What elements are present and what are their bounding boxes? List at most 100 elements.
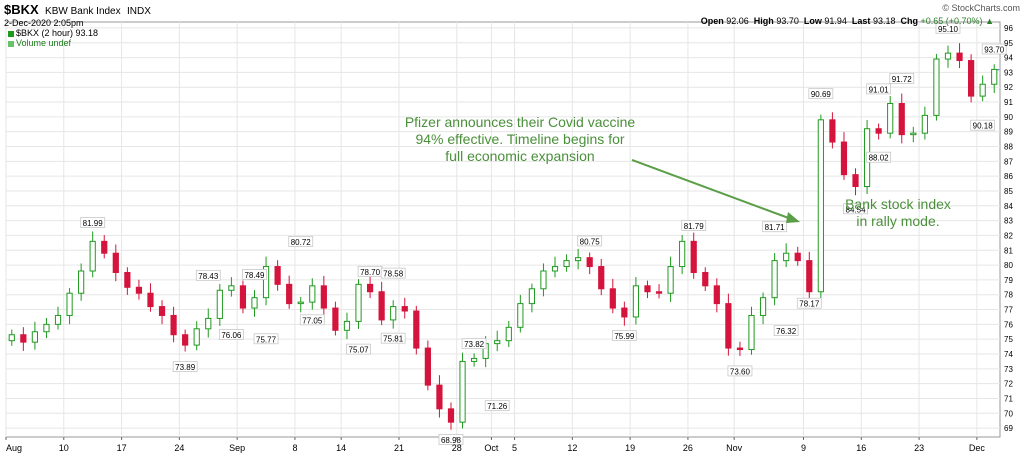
pivot-label: 90.18 <box>970 119 996 131</box>
x-tick-label: Oct <box>484 443 499 453</box>
pivot-label-text: 75.77 <box>256 335 277 344</box>
pivot-label-box <box>172 361 198 373</box>
annotation-line: full economic expansion <box>445 148 595 164</box>
candle <box>921 106 928 140</box>
y-tick-label: 73 <box>1004 365 1013 374</box>
candle <box>494 330 501 352</box>
pivot-label-text: 80.75 <box>580 237 601 246</box>
candle <box>216 283 223 326</box>
candle <box>840 132 848 180</box>
index-name: KBW Bank Index <box>45 6 121 17</box>
pivot-label: 81.79 <box>681 220 707 231</box>
candle <box>320 275 327 315</box>
candle-body <box>31 331 38 343</box>
annotation-rally: Bank stock index in rally mode. <box>838 196 958 230</box>
legend-volume: Volume undef <box>8 38 71 48</box>
candle <box>910 126 917 143</box>
x-tick-label: 14 <box>336 443 346 453</box>
symbol: $BKX <box>4 2 39 17</box>
y-tick-label: 81 <box>1004 246 1013 255</box>
pivot-label: 80.72 <box>288 235 314 247</box>
y-tick-label: 70 <box>1004 409 1013 418</box>
pivot-label-box <box>843 203 868 215</box>
pivot-label-text: 81.79 <box>684 222 705 231</box>
candle-body <box>124 271 131 288</box>
x-tick-label: 26 <box>683 443 693 453</box>
candle <box>968 54 975 103</box>
y-tick-label: 92 <box>1004 83 1013 92</box>
candle-body <box>332 307 339 331</box>
pivot-label-text: 75.99 <box>614 332 635 341</box>
candle-body <box>968 60 975 97</box>
candle-body <box>112 252 119 273</box>
candle <box>655 284 663 299</box>
candle <box>644 280 651 299</box>
candle-body <box>471 357 478 362</box>
candle <box>205 308 212 338</box>
candle-body <box>494 340 501 345</box>
candle <box>471 353 478 367</box>
candle-body <box>609 288 616 309</box>
x-tick-label: 5 <box>512 443 517 453</box>
candle <box>898 93 905 144</box>
pivot-label: 71.26 <box>484 400 510 411</box>
candle-body <box>135 286 143 294</box>
candle-body <box>43 323 50 333</box>
candle-body <box>274 266 281 285</box>
candle-body <box>586 257 593 268</box>
candle-body <box>193 328 200 346</box>
candle <box>505 320 512 348</box>
axis-layer: 6970717273747576777879808182838485868788… <box>5 24 1013 453</box>
pivot-label-text: 78.58 <box>383 270 404 279</box>
pivot-label-text: 73.60 <box>730 367 751 376</box>
candle <box>170 306 177 343</box>
arrow-head-icon <box>786 212 800 223</box>
pivot-label-text: 91.72 <box>892 75 913 84</box>
pivot-label: 75.99 <box>611 330 637 341</box>
candle-body <box>528 288 535 305</box>
candle-body <box>956 52 963 62</box>
pivot-label-text: 80.72 <box>291 238 312 247</box>
candle <box>598 258 605 296</box>
candle <box>528 283 535 313</box>
x-tick-label: 8 <box>292 443 297 453</box>
pivot-label: 78.43 <box>195 269 221 281</box>
candle <box>89 231 96 278</box>
candle-body <box>702 271 709 287</box>
y-tick-label: 82 <box>1004 231 1013 240</box>
candle <box>274 260 281 291</box>
pivot-label: 95.10 <box>935 22 961 34</box>
y-tick-label: 77 <box>1004 306 1013 315</box>
annotation-line: Bank stock index <box>845 196 951 212</box>
annotation-line: 94% effective. Timeline begins for <box>415 131 625 147</box>
candle <box>101 234 108 259</box>
pivot-label-box <box>461 338 487 350</box>
pivot-label-box <box>242 269 267 280</box>
symbol-header: $BKX KBW Bank Index INDX <box>4 2 151 17</box>
candle-body <box>262 266 270 299</box>
y-tick-label: 89 <box>1004 128 1013 137</box>
candle <box>875 123 882 140</box>
pivot-label-box <box>866 151 892 163</box>
pivot-label-text: 90.18 <box>973 122 994 131</box>
candle-body <box>852 174 859 188</box>
pivot-label-text: 75.07 <box>349 346 370 355</box>
annotation-arrow-line <box>631 159 795 221</box>
pivot-label-text: 77.05 <box>302 316 323 325</box>
pivot-label-box <box>866 83 892 95</box>
y-tick-label: 84 <box>1004 202 1013 211</box>
x-tick-label: 12 <box>567 443 577 453</box>
candle <box>609 278 616 314</box>
pivot-label-box <box>346 343 371 355</box>
annotation-pfizer: Pfizer announces their Covid vaccine 94%… <box>395 114 645 165</box>
candle <box>690 232 697 279</box>
candle-body <box>401 306 408 312</box>
x-tick-label: 10 <box>59 443 69 453</box>
y-tick-label: 93 <box>1004 68 1013 77</box>
candle-body <box>447 408 455 423</box>
candle <box>378 281 385 326</box>
candle-body <box>355 283 362 322</box>
pivot-label-text: 71.26 <box>487 402 508 411</box>
y-tick-label: 90 <box>1004 113 1013 122</box>
candle-body <box>598 266 605 290</box>
